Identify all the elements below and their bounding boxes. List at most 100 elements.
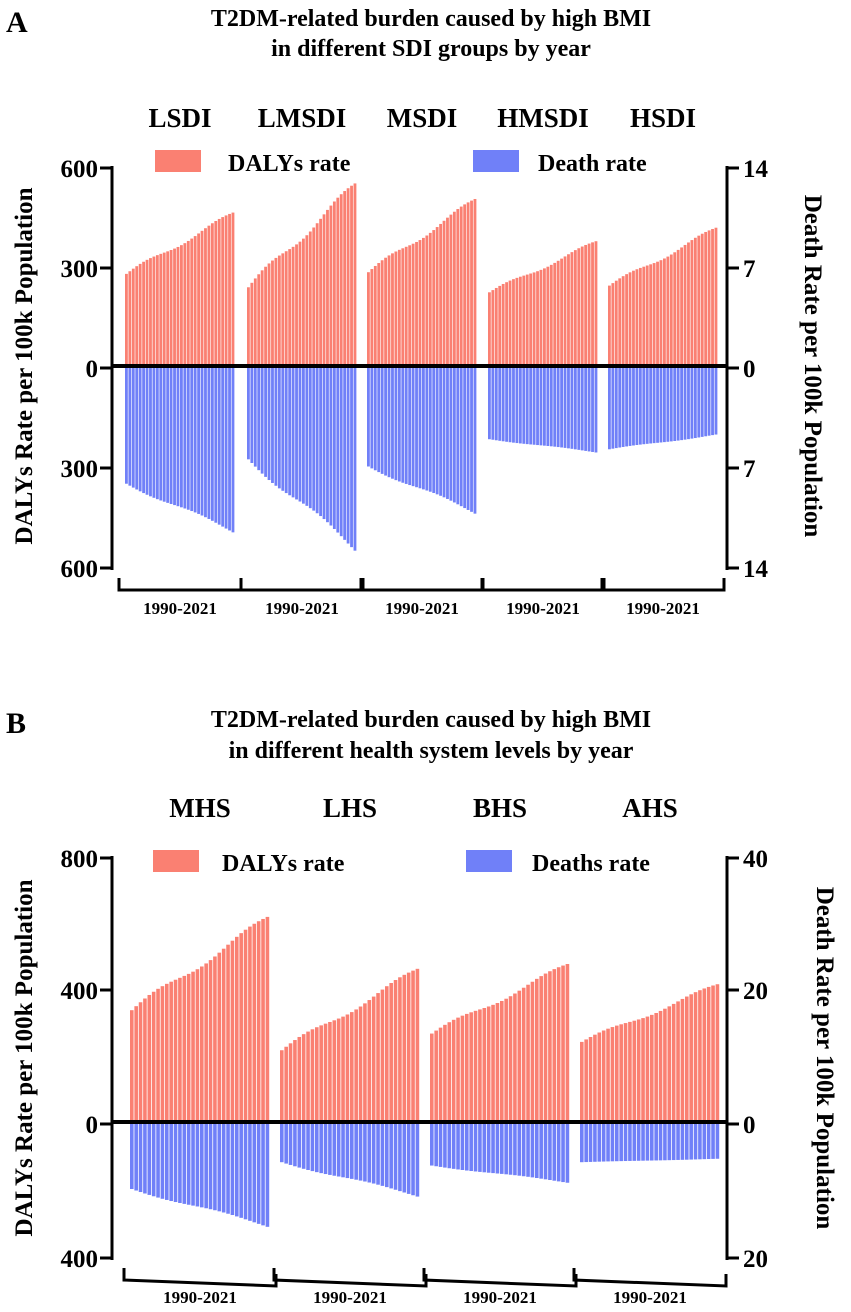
dalys-bar xyxy=(632,1020,637,1122)
dalys-bar xyxy=(235,936,239,1122)
dalys-bar xyxy=(319,1025,323,1122)
dalys-bar xyxy=(180,245,183,366)
death-bar xyxy=(239,1122,243,1218)
death-bar xyxy=(387,366,391,478)
dalys-bar xyxy=(226,944,230,1122)
dalys-bar xyxy=(387,255,391,366)
death-bar xyxy=(645,366,649,444)
dalys-bar xyxy=(465,1013,469,1122)
dalys-bar xyxy=(312,227,316,366)
dalys-bar xyxy=(488,292,491,366)
death-bar xyxy=(128,366,132,486)
dalys-bar xyxy=(632,270,635,366)
dalys-bar xyxy=(247,287,250,366)
death-bar xyxy=(204,1122,208,1209)
dalys-bar xyxy=(336,197,340,366)
dalys-bar xyxy=(669,254,673,366)
dalys-bar xyxy=(418,240,422,366)
right-tick-label: 20 xyxy=(743,978,768,1005)
dalys-bar xyxy=(363,1003,367,1122)
dalys-bar xyxy=(690,240,694,366)
death-bar xyxy=(518,366,522,444)
death-bar xyxy=(517,1122,522,1176)
dalys-bar xyxy=(295,244,298,366)
dalys-bar xyxy=(404,246,408,366)
death-bar xyxy=(650,1122,654,1161)
dalys-bar xyxy=(415,968,420,1122)
death-bar xyxy=(556,366,560,448)
dalys-bar xyxy=(397,249,401,366)
dalys-bar xyxy=(470,200,473,366)
dalys-bar xyxy=(281,253,285,366)
death-bar xyxy=(226,1122,230,1214)
death-bar xyxy=(513,1122,517,1176)
dalys-bar xyxy=(676,1001,680,1122)
death-bar xyxy=(447,1122,452,1169)
death-bar xyxy=(169,1122,173,1202)
death-bar xyxy=(508,366,512,443)
death-bar xyxy=(478,1122,482,1172)
dalys-bar xyxy=(447,1022,452,1122)
dalys-bar xyxy=(434,1030,438,1122)
dalys-bar xyxy=(134,1006,138,1122)
dalys-bar xyxy=(548,971,552,1122)
death-bar xyxy=(295,366,298,500)
dalys-bar xyxy=(693,992,698,1122)
series-lsdi xyxy=(125,212,235,533)
dalys-bar xyxy=(315,1027,319,1122)
death-bar xyxy=(243,1122,248,1220)
death-bar xyxy=(394,366,398,481)
group-label-lsdi: LSDI xyxy=(148,103,211,133)
dalys-bar xyxy=(288,1043,293,1122)
death-bar xyxy=(446,366,449,499)
death-bar xyxy=(306,1122,310,1170)
left-tick-label: 0 xyxy=(86,356,99,383)
death-bar xyxy=(345,1122,350,1179)
dalys-bar xyxy=(526,984,530,1122)
death-bar xyxy=(565,1122,570,1183)
dalys-bar xyxy=(389,983,393,1122)
dalys-bar xyxy=(159,253,163,366)
dalys-bar xyxy=(588,1036,593,1122)
dalys-bar xyxy=(415,241,418,366)
dalys-bar xyxy=(402,974,407,1122)
dalys-bar xyxy=(584,1039,588,1122)
death-bar xyxy=(460,1122,465,1170)
death-bar xyxy=(301,1122,306,1169)
death-bar xyxy=(632,366,635,446)
dalys-bar xyxy=(560,258,564,366)
death-bar xyxy=(363,1122,367,1182)
death-bar xyxy=(393,1122,398,1190)
death-bar xyxy=(332,1122,337,1176)
death-bar xyxy=(601,1122,606,1162)
death-bar xyxy=(293,1122,297,1167)
year-range-label: 1990-2021 xyxy=(385,599,459,618)
year-bracket xyxy=(572,1268,728,1288)
death-bar xyxy=(689,1122,693,1160)
dalys-bar xyxy=(346,188,350,366)
dalys-bar xyxy=(680,247,684,366)
death-bar xyxy=(332,366,336,529)
dalys-bar xyxy=(195,969,200,1122)
dalys-bar xyxy=(204,228,207,366)
death-bar xyxy=(435,366,439,495)
panel-a-letter: A xyxy=(6,6,28,39)
dalys-bar xyxy=(652,263,656,366)
death-bar xyxy=(346,366,350,544)
death-bar xyxy=(302,366,305,504)
series-msdi xyxy=(367,198,477,514)
dalys-bar xyxy=(536,271,539,366)
dalys-bar xyxy=(654,1013,658,1122)
death-bar xyxy=(698,1122,702,1160)
death-bar xyxy=(380,366,384,474)
death-bar xyxy=(430,1122,434,1166)
death-bar xyxy=(570,366,574,449)
left-tick-label: 300 xyxy=(61,456,99,483)
dalys-bar xyxy=(243,929,248,1122)
dalys-bar xyxy=(621,276,625,366)
dalys-bar xyxy=(649,264,653,366)
dalys-bar xyxy=(456,209,460,366)
dalys-bar xyxy=(508,280,512,366)
death-bar xyxy=(553,366,557,447)
dalys-bar xyxy=(217,952,222,1122)
